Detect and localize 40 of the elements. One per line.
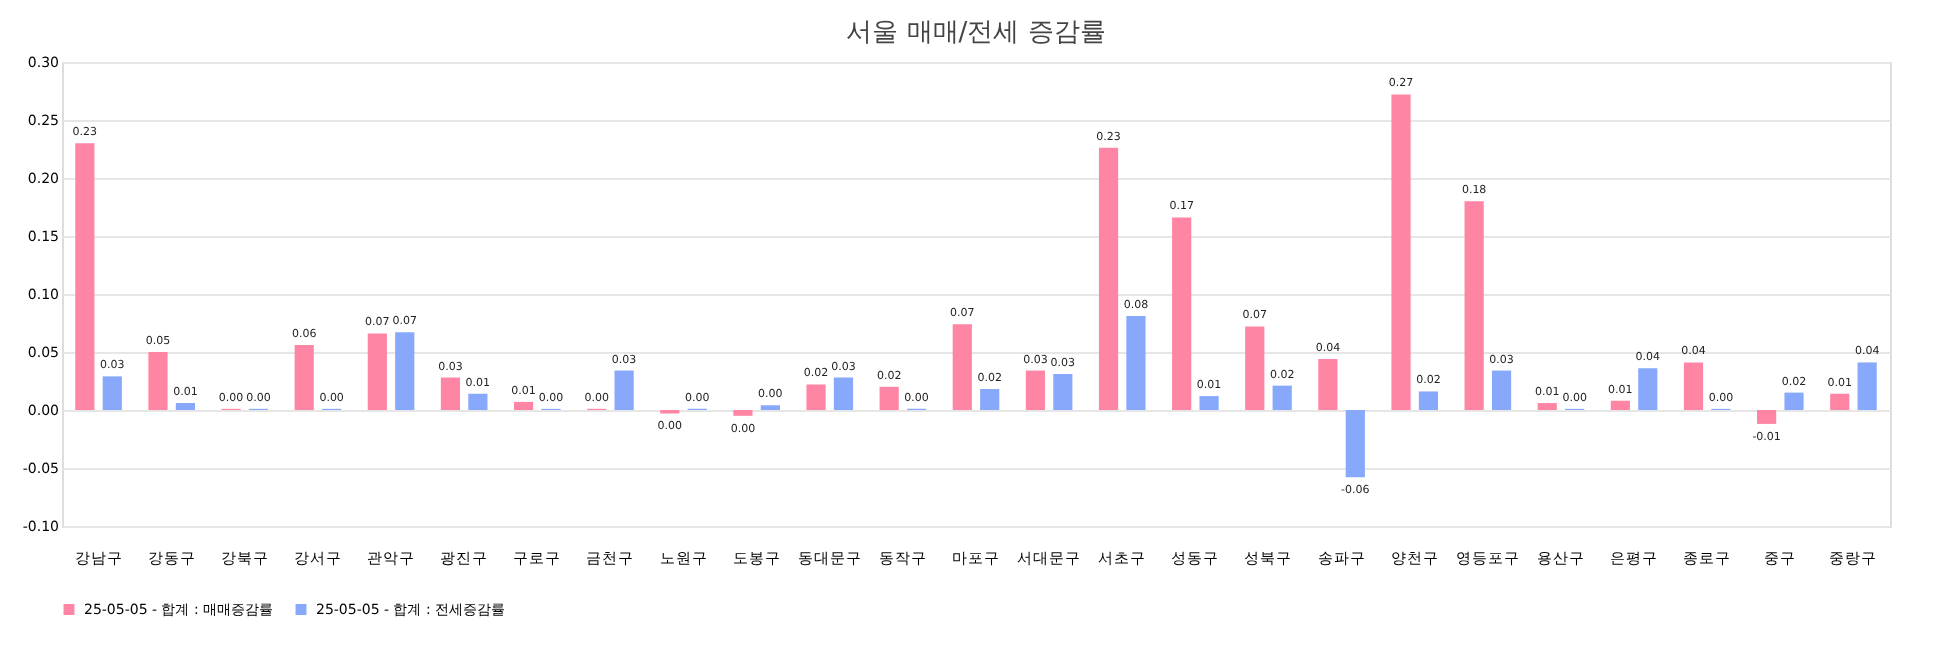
bar [1172, 217, 1192, 410]
bar [1418, 391, 1439, 410]
bar [75, 143, 95, 410]
bar [952, 324, 972, 410]
bar [1830, 393, 1850, 410]
bar [833, 377, 854, 410]
bar [1272, 385, 1292, 410]
bar [148, 352, 168, 410]
bar [1491, 370, 1512, 410]
bar [1757, 410, 1777, 424]
chart-title: 서울 매매/전세 증감률 [846, 18, 1106, 48]
bar [395, 332, 415, 410]
bar [1537, 403, 1557, 410]
bar [879, 386, 899, 410]
bar [733, 410, 753, 416]
bar [614, 370, 634, 410]
bar [1345, 410, 1365, 478]
bar [980, 389, 1000, 410]
bar [1053, 374, 1073, 410]
bar [513, 401, 534, 410]
bar [468, 393, 488, 410]
bar [175, 403, 195, 410]
bar [1464, 201, 1484, 410]
bar [440, 377, 461, 410]
bar [1199, 396, 1219, 410]
bar [1857, 362, 1877, 410]
bar [1638, 368, 1658, 410]
bar [1126, 316, 1146, 410]
bar [1391, 94, 1411, 410]
bar [294, 345, 314, 410]
bar [806, 384, 826, 410]
bar [102, 376, 122, 410]
bar [367, 333, 387, 410]
bar [1784, 392, 1804, 410]
bar [1245, 326, 1265, 410]
bar [1683, 362, 1704, 410]
bar [1610, 400, 1630, 410]
bar [1025, 370, 1046, 410]
bar [1098, 147, 1119, 410]
bar [1318, 358, 1338, 410]
